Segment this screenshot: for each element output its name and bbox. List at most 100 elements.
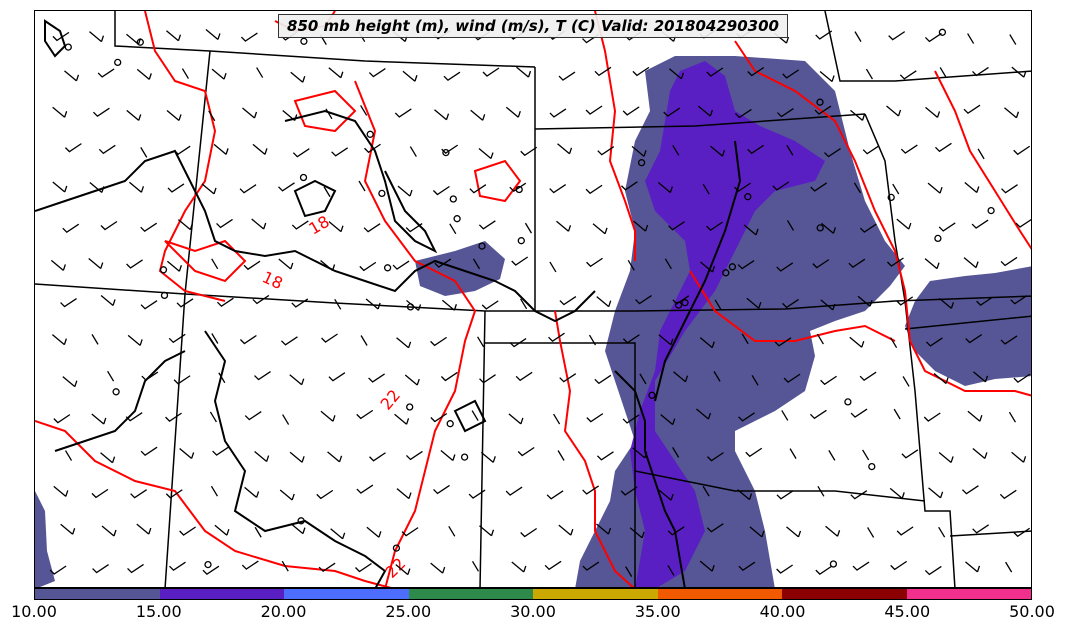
wind-barb — [586, 257, 603, 268]
wind-barb — [933, 373, 949, 385]
wind-barb — [292, 148, 310, 158]
state-boundaries — [35, 11, 1031, 587]
wind-barb — [470, 109, 486, 121]
wind-barb — [328, 221, 344, 233]
wind-barb — [173, 375, 191, 385]
boundary-line — [904, 315, 1031, 330]
wind-barb — [318, 562, 336, 573]
colorbar-tick-label: 50.00 — [1009, 602, 1055, 621]
wind-barb — [330, 528, 346, 540]
wind-barb — [127, 334, 143, 346]
wind-barb — [546, 490, 564, 500]
wind-barb — [252, 294, 270, 305]
wind-barb — [592, 223, 608, 235]
colorbar-tick-label: 40.00 — [759, 602, 806, 621]
wind-barb — [738, 561, 756, 572]
boundary-line — [479, 310, 486, 587]
wind-barb — [927, 182, 943, 194]
wind-barb — [291, 298, 309, 308]
wind-barb — [91, 334, 99, 345]
wind-barb — [169, 561, 186, 571]
wind-barb — [60, 297, 77, 308]
wind-barb — [64, 450, 73, 461]
wind-barb — [664, 258, 672, 270]
calm-wind-circle — [406, 303, 415, 311]
wind-barb — [256, 67, 264, 78]
colorbar-tick-label: 45.00 — [884, 602, 931, 621]
wind-barb — [854, 31, 862, 42]
wind-barb — [471, 561, 480, 572]
wind-barb — [1013, 373, 1031, 383]
wind-barbs-layer — [49, 28, 1031, 577]
wind-barb — [129, 181, 145, 193]
wind-barb — [972, 524, 990, 534]
wind-barb — [850, 408, 868, 418]
temperature-contour — [293, 89, 357, 133]
wind-barb — [965, 333, 983, 344]
wind-barb — [862, 145, 880, 155]
wind-barb — [355, 562, 372, 573]
wind-barb — [282, 414, 290, 425]
wind-barb — [125, 412, 143, 422]
wind-barb — [596, 523, 612, 535]
calm-wind-circle — [515, 185, 523, 194]
wind-barb — [241, 560, 259, 570]
wind-barb — [213, 143, 229, 155]
wind-barb — [279, 489, 295, 501]
wind-barb — [92, 107, 110, 118]
wind-barb — [243, 260, 261, 271]
wind-barb — [440, 371, 458, 382]
wind-barb — [967, 410, 983, 422]
wind-barb — [1013, 527, 1031, 538]
wind-barb — [211, 333, 219, 344]
wind-barb — [702, 183, 710, 195]
map-title: 850 mb height (m), wind (m/s), T (C) Val… — [278, 14, 788, 38]
wind-barb — [821, 222, 837, 234]
wind-barb — [140, 300, 158, 310]
calm-wind-circle — [449, 195, 457, 203]
wind-barb — [52, 181, 68, 193]
wind-barb — [597, 146, 615, 156]
wind-barb — [62, 376, 78, 388]
map-canvas: 18 18 22 22 — [35, 11, 1031, 587]
wind-barb — [867, 527, 875, 538]
wind-barb — [328, 67, 344, 79]
wind-barb — [472, 258, 481, 270]
wind-barb — [281, 560, 289, 572]
wind-barb — [865, 68, 873, 80]
wind-barb — [511, 561, 527, 573]
wind-barb — [53, 485, 69, 497]
calm-wind-circle — [114, 58, 122, 67]
wind-barb — [328, 372, 346, 382]
wind-barb — [896, 296, 914, 306]
wind-barb — [938, 297, 955, 309]
wind-barb — [820, 375, 837, 386]
wind-barb — [211, 68, 227, 80]
wind-barb — [699, 560, 715, 572]
wind-barb — [208, 110, 216, 122]
calm-wind-circle — [478, 242, 486, 250]
wind-barb — [710, 145, 726, 157]
wind-barb — [776, 490, 794, 500]
wind-barb — [1000, 335, 1018, 345]
wind-barb — [713, 371, 721, 382]
wind-barb — [582, 561, 600, 571]
wind-barb — [893, 408, 901, 420]
wind-barb — [394, 413, 410, 425]
wind-barb — [166, 260, 182, 272]
wind-barb — [901, 449, 919, 459]
wind-barb — [210, 485, 219, 497]
wind-barb — [201, 183, 217, 195]
wind-barb — [53, 414, 71, 424]
wind-barb — [588, 334, 597, 346]
wind-barb — [165, 489, 183, 499]
wind-barb — [100, 220, 118, 231]
wind-barb — [627, 260, 635, 271]
wind-barb — [896, 526, 914, 536]
wind-barb — [549, 108, 567, 118]
wind-barb — [1013, 145, 1031, 156]
wind-barb — [89, 181, 105, 193]
wind-barb — [890, 560, 908, 571]
calm-wind-circle — [681, 299, 689, 307]
boundary-line — [35, 283, 1031, 312]
